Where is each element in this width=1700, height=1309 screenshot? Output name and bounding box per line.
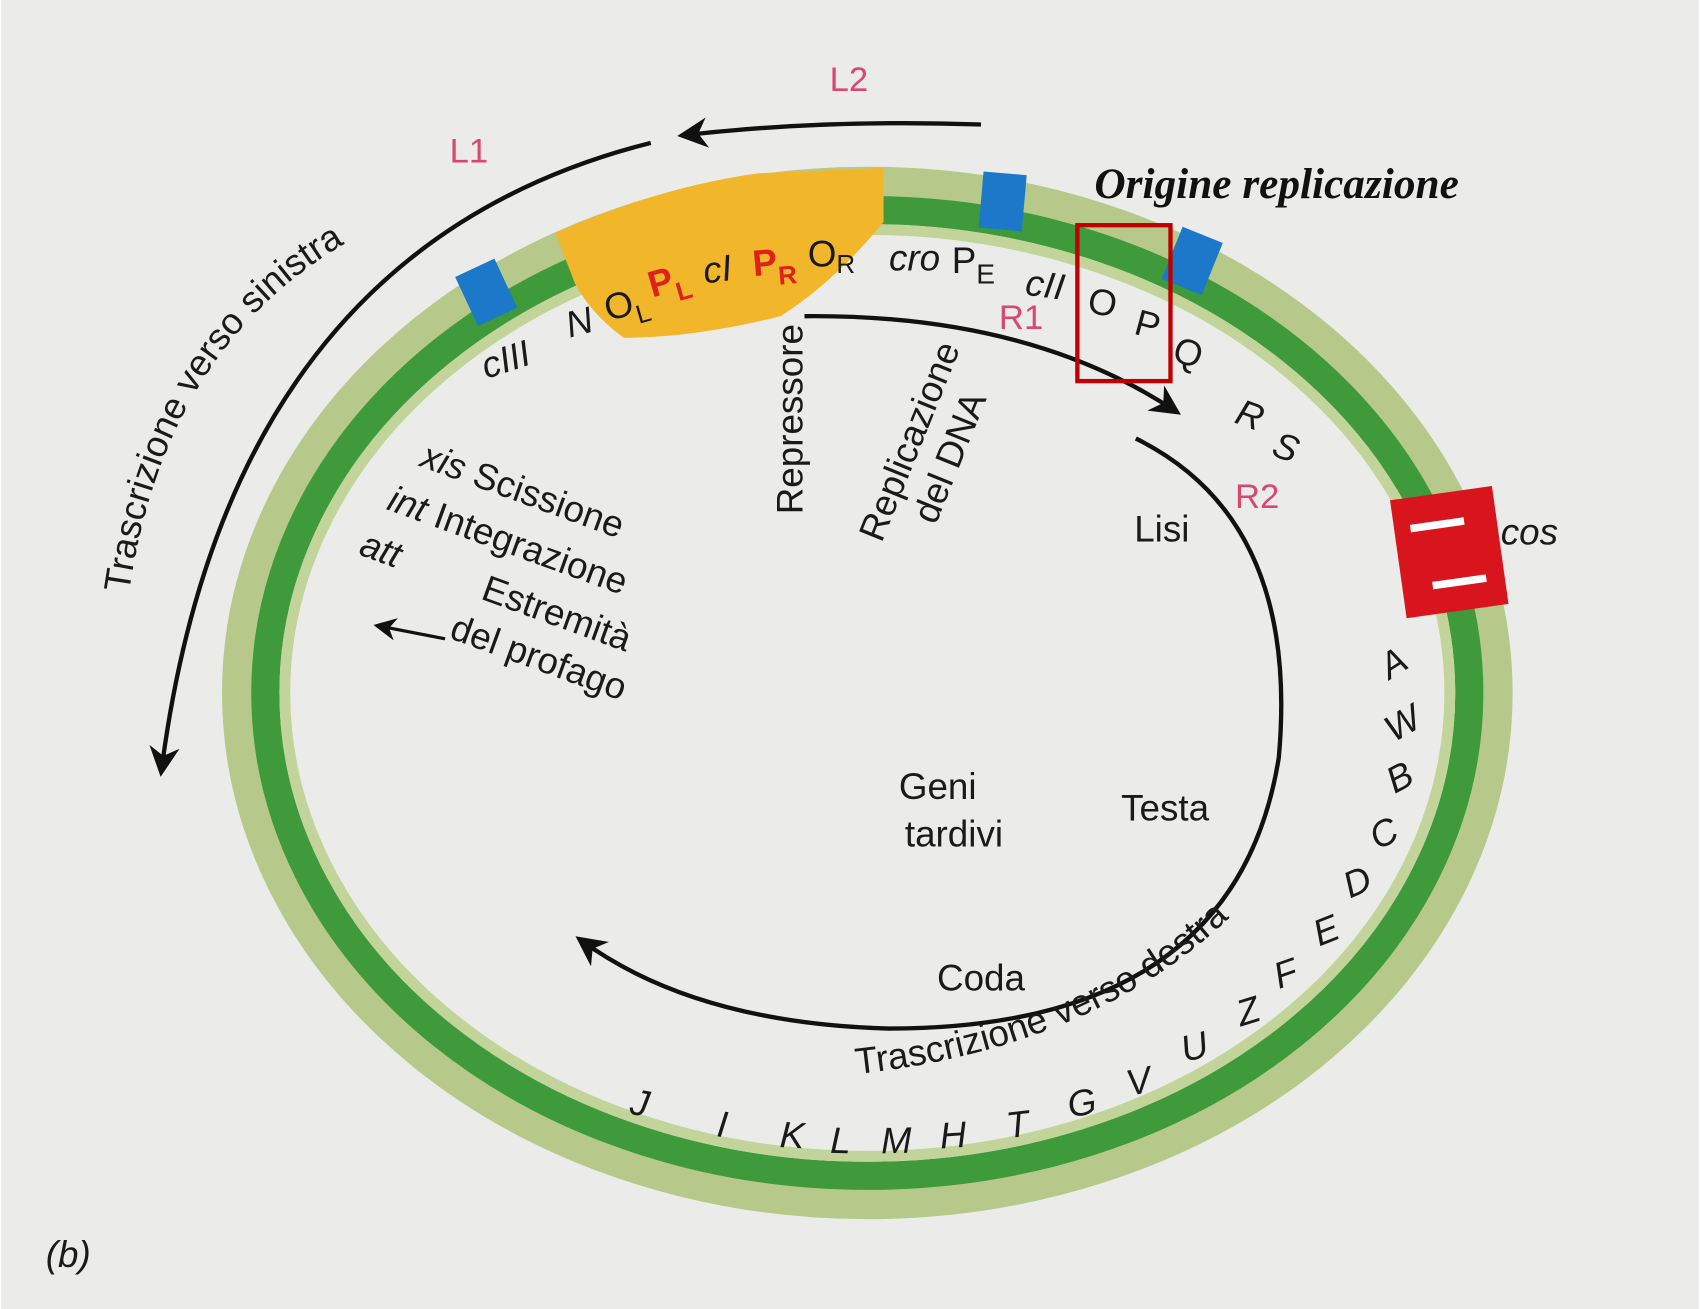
diagram: Origine replicazione L2 L1 R1 R2 Trascri… [0,0,1700,1309]
gene-label: cII [1023,262,1067,308]
gene-main: P [751,241,779,284]
gene-label: cro [889,238,940,279]
transcript-label: R1 [999,299,1043,337]
panel-label: (b) [46,1234,91,1275]
function-label: Geni [899,766,977,807]
gene-label: cI [700,247,734,292]
function-label: Lisi [1134,508,1189,549]
cos-label: cos [1501,512,1558,553]
gene-main: P [952,240,977,281]
function-label: Coda [937,958,1026,999]
cos-block [1390,486,1508,618]
transcript-label: L2 [830,61,869,99]
gene-main: O [808,233,837,274]
marker [979,171,1027,231]
transcript-label: L1 [450,132,489,170]
gene-sub: E [976,259,995,290]
transcript-label: R2 [1235,478,1279,516]
function-label: tardivi [905,814,1003,855]
gene-letter: L [830,1120,851,1161]
gene-sub: R [777,259,799,291]
gene-letter: K [779,1114,807,1156]
gene-sub: R [836,249,855,279]
gene-letter: H [939,1114,969,1157]
function-label: Testa [1121,788,1209,829]
page: Origine replicazione L2 L1 R1 R2 Trascri… [0,0,1700,1309]
function-label: Repressore [769,324,810,514]
gene-letter: M [880,1120,912,1162]
cos-site [1390,486,1508,618]
annotation: Origine replicazione [1094,160,1458,208]
